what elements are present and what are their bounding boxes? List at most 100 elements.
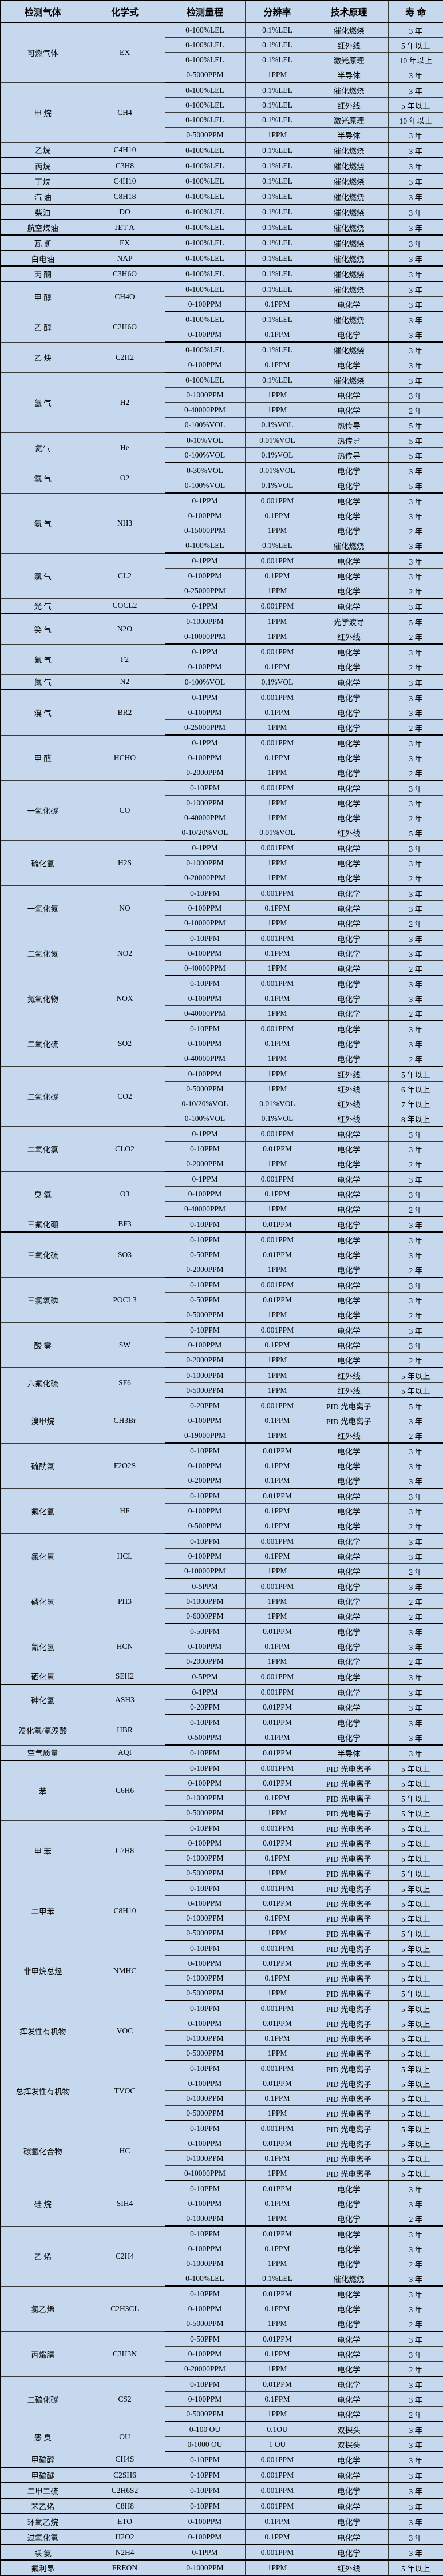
principle-cell: 电化学 bbox=[309, 765, 389, 781]
lifespan-cell: 2 年 bbox=[387, 1352, 443, 1368]
resolution-cell: 1PPM bbox=[244, 1262, 310, 1278]
principle-cell: 电化学 bbox=[309, 478, 389, 494]
range-cell: 0-100PPM bbox=[164, 945, 246, 961]
principle-cell: PID 光电离子 bbox=[309, 2120, 389, 2136]
formula-cell: C2H3CL bbox=[84, 2285, 165, 2332]
table-row: 0-100%VOL 0.1%VOL 电化学 5 年 bbox=[1, 478, 443, 494]
table-row: 三氯氧磷 POCL3 0-10PPM 0.001PPM 电化学 3 年 bbox=[0, 1277, 443, 1323]
gas-name-cell: 氢 气 bbox=[0, 372, 85, 433]
table-row: 0-10PPM 0.01PPM 电化学 3 年 bbox=[1, 1141, 443, 1156]
principle-cell: 电化学 bbox=[309, 840, 389, 856]
table-row: 0-1000PPM 0.1PPM PID 光电离子 5 年以上 bbox=[1, 1790, 443, 1806]
principle-cell: PID 光电离子 bbox=[309, 2090, 389, 2106]
table-row: 0-19000PPM 1PPM 红外线 2 年 bbox=[1, 1428, 443, 1444]
resolution-cell: 0.1PPM bbox=[244, 357, 310, 373]
formula-cell: NO bbox=[84, 885, 165, 931]
resolution-cell: 1PPM bbox=[244, 1925, 310, 1941]
formula-cell: FREON bbox=[84, 2559, 165, 2576]
range-cell: 0-10PPM bbox=[164, 1760, 246, 1776]
lifespan-cell: 3 年 bbox=[387, 142, 443, 158]
formula-cell: CL2 bbox=[84, 552, 165, 599]
range-cell: 0-100PPM bbox=[164, 991, 246, 1006]
range-cell: 0-50PPM bbox=[164, 2331, 246, 2347]
header-cell-formula: 化学式 bbox=[84, 0, 165, 23]
table-row: 0-2000PPM 1PPM 电化学 2 年 bbox=[1, 1156, 443, 1172]
range-cell: 0-1PPM bbox=[164, 1126, 246, 1142]
resolution-cell: 0.1%LEL bbox=[244, 173, 310, 189]
principle-cell: 催化燃烧 bbox=[309, 22, 389, 38]
resolution-cell: 1PPM bbox=[244, 523, 310, 538]
lifespan-cell: 3 年 bbox=[387, 462, 443, 478]
lifespan-cell: 3 年 bbox=[387, 1247, 443, 1262]
lifespan-cell: 5 年 bbox=[387, 613, 443, 629]
resolution-cell: 0.001PPM bbox=[244, 598, 310, 614]
principle-cell: 电化学 bbox=[309, 930, 389, 946]
resolution-cell: 1PPM bbox=[244, 1066, 310, 1082]
principle-cell: 电化学 bbox=[309, 643, 389, 659]
gas-name-cell: 空气质量 bbox=[0, 1744, 85, 1761]
principle-cell: 电化学 bbox=[309, 1292, 389, 1307]
resolution-cell: 0.1%LEL bbox=[244, 82, 310, 98]
principle-cell: 电化学 bbox=[309, 750, 389, 765]
principle-cell: 红外线 bbox=[309, 37, 389, 53]
principle-cell: 催化燃烧 bbox=[309, 250, 389, 267]
resolution-cell: 1PPM bbox=[244, 960, 310, 976]
range-cell: 0-100PPM bbox=[164, 296, 246, 312]
resolution-cell: 1PPM bbox=[244, 1367, 310, 1383]
table-row: 0-5000PPM 1PPM PID 光电离子 5 年以上 bbox=[1, 1925, 443, 1941]
principle-cell: 电化学 bbox=[309, 855, 389, 870]
table-row: 0-100PPM 0.01PPM PID 光电离子 5 年以上 bbox=[1, 1835, 443, 1851]
resolution-cell: 0.1%LEL bbox=[244, 311, 310, 327]
formula-cell: H2O2 bbox=[84, 2529, 165, 2545]
resolution-cell: 0.01PPM bbox=[244, 1623, 310, 1639]
resolution-cell: 1PPM bbox=[244, 1653, 310, 1669]
table-row: 0-100PPM 0.1PPM 电化学 3 年 bbox=[1, 1503, 443, 1518]
principle-cell: 电化学 bbox=[309, 1668, 389, 1685]
resolution-cell: 1PPM bbox=[244, 613, 310, 629]
resolution-cell: 0.001PPM bbox=[244, 2467, 310, 2483]
resolution-cell: 0.1PPM bbox=[244, 991, 310, 1006]
lifespan-cell: 2 年 bbox=[387, 1563, 443, 1579]
lifespan-cell: 3 年 bbox=[387, 552, 443, 569]
principle-cell: PID 光电离子 bbox=[309, 1805, 389, 1821]
range-cell: 0-2000PPM bbox=[164, 1262, 246, 1278]
lifespan-cell: 5 年以上 bbox=[387, 37, 443, 53]
formula-cell: NH3 bbox=[84, 492, 165, 554]
range-cell: 0-50PPM bbox=[164, 1292, 246, 1307]
lifespan-cell: 3 年 bbox=[387, 975, 443, 991]
table-row: 0-5000PPM 1PPM 电化学 2 年 bbox=[1, 2406, 443, 2422]
lifespan-cell: 3 年 bbox=[387, 855, 443, 870]
lifespan-cell: 5 年以上 bbox=[387, 2030, 443, 2046]
resolution-cell: 0.1PPM bbox=[244, 1186, 310, 1202]
table-row: 0-5000PPM 1PPM PID 光电离子 5 年以上 bbox=[1, 1865, 443, 1881]
principle-cell: 电化学 bbox=[309, 1171, 389, 1187]
resolution-cell: 0.1OU bbox=[244, 2421, 310, 2437]
principle-cell: PID 光电离子 bbox=[309, 1880, 389, 1896]
formula-cell: NMHC bbox=[84, 1940, 165, 2001]
table-row: 0-100%LEL 0.1%LEL 催化燃烧 3 年 bbox=[1, 538, 443, 554]
principle-cell: 电化学 bbox=[309, 1608, 389, 1624]
formula-cell: BR2 bbox=[84, 689, 165, 736]
formula-cell: C4H10 bbox=[84, 142, 165, 158]
table-row: 0-1000PPM 0.1PPM PID 光电离子 5 年以上 bbox=[1, 1910, 443, 1926]
lifespan-cell: 3 年 bbox=[387, 1277, 443, 1293]
gas-name-cell: 硅 烷 bbox=[0, 2180, 85, 2227]
range-cell: 0-100PPM bbox=[164, 327, 246, 343]
principle-cell: 电化学 bbox=[309, 1186, 389, 1202]
gas-name-cell: 丙烯腈 bbox=[0, 2331, 85, 2377]
gas-name-cell: 非甲烷总烃 bbox=[0, 1940, 85, 2001]
lifespan-cell: 5 年以上 bbox=[387, 2120, 443, 2136]
principle-cell: 半导体 bbox=[309, 127, 389, 143]
resolution-cell: 0.1%LEL bbox=[244, 281, 310, 297]
resolution-cell: 1PPM bbox=[244, 127, 310, 143]
table-row: 乙 烯 C2H4 0-10PPM 0.01PPM 电化学 3 年 bbox=[0, 2225, 443, 2287]
table-row: 0-100PPM 0.1PPM 电化学 3 年 bbox=[1, 296, 443, 312]
gas-name-cell: 磷化氢 bbox=[0, 1578, 85, 1624]
range-cell: 0-100PPM bbox=[164, 1895, 246, 1911]
lifespan-cell: 3 年 bbox=[387, 2285, 443, 2301]
range-cell: 0-100%LEL bbox=[164, 538, 246, 554]
resolution-cell: 0.01PPM bbox=[244, 1247, 310, 1262]
gas-name-cell: 砷化氢 bbox=[0, 1684, 85, 1715]
resolution-cell: 0.001PPM bbox=[244, 1760, 310, 1776]
range-cell: 0-100%LEL bbox=[164, 250, 246, 267]
